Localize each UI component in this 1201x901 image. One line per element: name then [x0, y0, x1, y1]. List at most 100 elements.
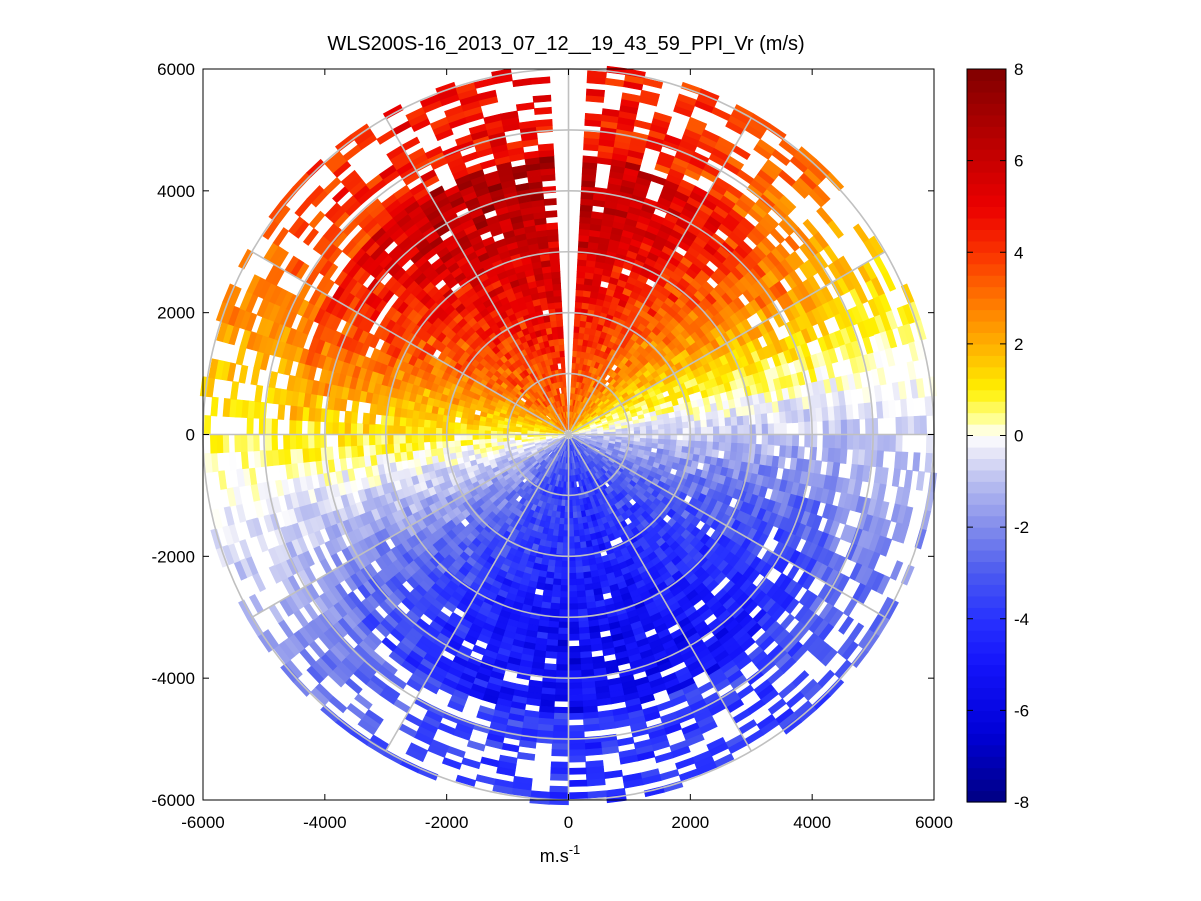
velocity-cell [404, 425, 412, 435]
velocity-cell [584, 112, 603, 122]
velocity-cell [374, 444, 383, 456]
velocity-cell [568, 530, 575, 538]
velocity-cell [712, 434, 720, 443]
velocity-cell [369, 402, 378, 415]
velocity-cell [568, 706, 584, 714]
velocity-cell [554, 560, 563, 568]
velocity-cell [779, 434, 787, 447]
velocity-cell [398, 425, 406, 435]
velocity-cell [459, 422, 468, 430]
velocity-cell [577, 602, 588, 611]
velocity-cell [657, 424, 665, 431]
velocity-cell [582, 155, 598, 164]
velocity-cell [742, 415, 751, 426]
velocity-cell [846, 419, 854, 435]
velocity-cell [568, 560, 576, 568]
velocity-cell [472, 443, 480, 450]
velocity-cell [392, 443, 401, 454]
velocity-cell [568, 566, 577, 574]
velocity-cell [761, 423, 769, 435]
velocity-cell [576, 584, 586, 592]
velocity-cell [277, 403, 286, 420]
velocity-cell [362, 423, 370, 435]
velocity-cell [852, 418, 860, 435]
velocity-cell [465, 423, 474, 430]
velocity-cell [718, 442, 726, 452]
velocity-cell [590, 211, 604, 220]
velocity-cell [706, 419, 714, 428]
velocity-cell [652, 111, 673, 124]
velocity-cell [550, 761, 569, 769]
velocity-cell [307, 420, 315, 435]
velocity-cell [216, 434, 224, 454]
chart-title: WLS200S-16_2013_07_12__19_43_59_PPI_Vr (… [327, 33, 804, 55]
velocity-cell [344, 434, 352, 447]
velocity-cell [681, 415, 689, 423]
velocity-cell [572, 511, 578, 519]
velocity-cell [682, 421, 690, 429]
velocity-cell [575, 283, 585, 291]
velocity-cell [417, 441, 425, 451]
velocity-cell [535, 581, 546, 591]
velocity-cell [642, 77, 664, 89]
velocity-cell [240, 451, 249, 470]
velocity-cell [827, 220, 844, 239]
velocity-cell [356, 434, 364, 446]
velocity-cell [568, 542, 575, 550]
velocity-cell [573, 331, 580, 340]
velocity-cell [568, 603, 578, 611]
velocity-cell [386, 443, 395, 454]
velocity-cell [553, 566, 562, 574]
velocity-cell [411, 425, 418, 435]
velocity-cell [777, 456, 786, 469]
velocity-cell [572, 523, 579, 531]
velocity-cell [555, 664, 569, 672]
velocity-cell [578, 638, 591, 647]
velocity-cell [264, 418, 272, 435]
velocity-cell [766, 444, 775, 457]
velocity-cell [700, 441, 708, 450]
velocity-cell [571, 505, 577, 513]
velocity-cell [350, 422, 358, 435]
velocity-cell [578, 632, 591, 641]
velocity-cell [573, 325, 581, 334]
velocity-cell [682, 427, 690, 435]
velocity-cell [568, 731, 585, 739]
velocity-cell [556, 645, 569, 653]
velocity-cell [779, 422, 787, 435]
velocity-cell [313, 434, 321, 449]
velocity-cell [651, 424, 659, 431]
velocity-cell [568, 688, 583, 696]
velocity-cell [553, 572, 562, 580]
velocity-cell [289, 405, 298, 421]
velocity-cell [350, 434, 358, 447]
velocity-cell [465, 428, 473, 435]
velocity-cell [447, 440, 455, 448]
velocity-cell [573, 319, 581, 327]
velocity-cell [551, 590, 561, 598]
velocity-cell [578, 626, 590, 635]
velocity-cell [885, 329, 898, 349]
velocity-cell [645, 425, 653, 431]
velocity-cell [664, 428, 672, 435]
velocity-cell [411, 434, 418, 444]
velocity-cell [435, 427, 443, 435]
velocity-cell [773, 423, 781, 435]
velocity-cell [586, 790, 607, 799]
velocity-cell [583, 131, 601, 140]
velocity-cell [834, 434, 842, 450]
velocity-cell [633, 426, 641, 432]
velocity-cell [246, 417, 254, 435]
velocity-cell [551, 743, 569, 751]
velocity-cell [556, 535, 564, 544]
velocity-cell [386, 424, 394, 435]
velocity-cell [552, 718, 569, 726]
velocity-cell [546, 638, 559, 647]
velocity-cell [743, 424, 751, 435]
velocity-cell [804, 434, 812, 448]
velocity-cell [664, 434, 672, 441]
velocity-cell [459, 434, 467, 441]
velocity-cell [706, 426, 714, 435]
